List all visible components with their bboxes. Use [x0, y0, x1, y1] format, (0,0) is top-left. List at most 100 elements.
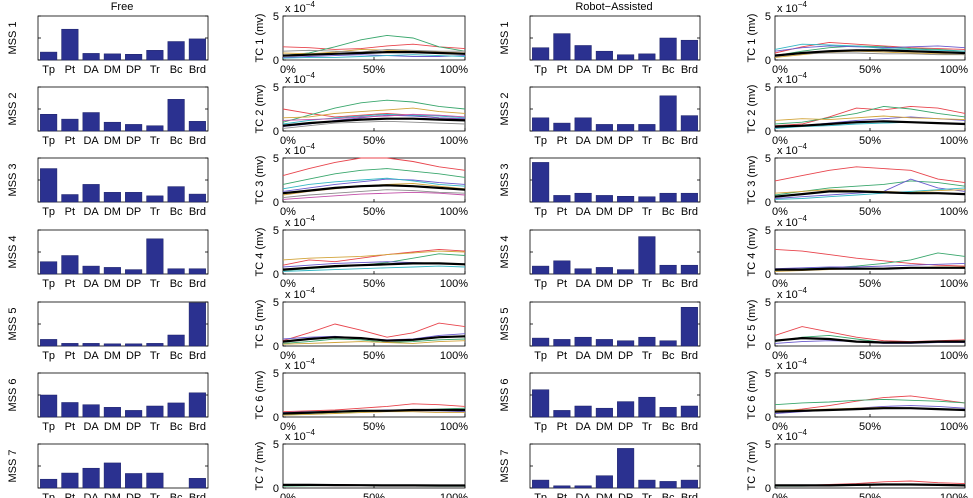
x-tick-label-DM: DM: [104, 421, 121, 433]
bar-DA: [574, 336, 592, 347]
tc-series-line: [282, 340, 466, 345]
free-mss-panel-4: Tp Pt DA DM DP Tr Bc Brd MSS 4: [7, 229, 209, 290]
x-tick-label-Brd: Brd: [681, 421, 698, 433]
x-tick-label-Brd: Brd: [189, 278, 206, 290]
bar-Brd: [680, 115, 698, 132]
bar-DP: [125, 269, 143, 275]
tc-multiplier: x 10−4: [285, 0, 315, 15]
bar-Bc: [167, 334, 185, 347]
bar-Bc: [659, 407, 677, 418]
tc-multiplier: x 10−4: [285, 286, 315, 301]
bar-Bc: [659, 192, 677, 203]
tc-series-line: [774, 262, 966, 270]
tc-y-tick-label: 0: [765, 197, 771, 209]
x-tick-label-DA: DA: [575, 421, 591, 433]
bar-Bc: [659, 481, 677, 489]
tc-mean-line: [774, 49, 966, 57]
x-tick-label-Tp: Tp: [42, 492, 55, 498]
tc-multiplier: x 10−4: [777, 214, 807, 229]
tc-x-tick-label: 0%: [280, 350, 296, 362]
x-tick-label-DM: DM: [104, 350, 121, 362]
bar-Pt: [553, 195, 571, 203]
tc-ylabel: TC 2 (mv): [746, 85, 758, 134]
x-tick-label-Brd: Brd: [681, 492, 698, 498]
bar-DA: [82, 53, 100, 61]
tc-x-tick-label: 0%: [772, 278, 788, 290]
mss-ylabel: MSS 5: [7, 307, 19, 340]
x-tick-label-Pt: Pt: [557, 278, 567, 290]
tc-series-line: [282, 322, 466, 342]
tc-x-tick-label: 100%: [440, 278, 468, 290]
bar-Bc: [659, 264, 677, 275]
x-tick-label-Pt: Pt: [557, 206, 567, 218]
bar-Tr: [638, 196, 656, 203]
free-tc-panel-4: 0 5 x 10−4 0% 50% 100% TC 4 (mv): [254, 214, 468, 290]
x-tick-label-Pt: Pt: [557, 492, 567, 498]
tc-multiplier-base: x 10: [777, 289, 798, 301]
bar-DA: [574, 117, 592, 132]
x-tick-label-Brd: Brd: [681, 206, 698, 218]
tc-x-tick-label: 0%: [280, 421, 296, 433]
title-robot-assisted: Robot−Assisted: [575, 1, 652, 13]
tc-ylabel: TC 4 (mv): [254, 228, 266, 277]
tc-x-tick-label: 50%: [363, 206, 385, 218]
tc-x-tick-label: 100%: [440, 206, 468, 218]
bar-DP: [617, 269, 635, 275]
bar-DM: [103, 267, 121, 275]
x-tick-label-Tr: Tr: [642, 206, 652, 218]
tc-series-line: [282, 113, 466, 121]
robot-tc-panel-5: 0 5 x 10−4 0% 50% 100% TC 5 (mv): [746, 286, 968, 362]
x-tick-label-DM: DM: [596, 350, 613, 362]
x-tick-label-DA: DA: [575, 278, 591, 290]
tc-series-line: [282, 250, 466, 261]
robot-mss-axes: [529, 443, 701, 489]
tc-series-line: [282, 43, 466, 50]
bar-Pt: [61, 118, 79, 132]
bar-Brd: [188, 478, 206, 489]
free-mss-panel-2: Tp Pt DA DM DP Tr Bc Brd MSS 2: [7, 86, 209, 147]
x-tick-label-Tr: Tr: [150, 350, 160, 362]
tc-x-tick-label: 0%: [772, 350, 788, 362]
bar-Bc: [167, 402, 185, 418]
x-tick-label-DM: DM: [596, 278, 613, 290]
x-tick-label-Pt: Pt: [557, 135, 567, 147]
x-tick-label-DP: DP: [126, 64, 141, 76]
tc-multiplier-exponent: −4: [798, 214, 808, 223]
bar-Pt: [553, 410, 571, 418]
bar-Pt: [61, 28, 79, 61]
tc-y-tick-label: 5: [273, 82, 279, 94]
tc-x-tick-label: 50%: [859, 206, 881, 218]
bar-Brd: [188, 121, 206, 132]
tc-multiplier: x 10−4: [777, 286, 807, 301]
tc-multiplier-exponent: −4: [306, 428, 316, 437]
tc-y-tick-label: 0: [273, 483, 279, 495]
x-tick-label-DA: DA: [83, 64, 99, 76]
bar-Tr: [638, 479, 656, 489]
tc-ylabel: TC 6 (mv): [254, 371, 266, 420]
x-tick-label-DM: DM: [104, 492, 121, 498]
tc-series-line: [282, 48, 465, 53]
tc-x-tick-label: 0%: [280, 492, 296, 498]
bar-DA: [82, 112, 100, 132]
tc-multiplier: x 10−4: [285, 142, 315, 157]
tc-multiplier-base: x 10: [777, 360, 798, 372]
tc-y-tick-label: 5: [273, 439, 279, 451]
tc-multiplier: x 10−4: [777, 142, 807, 157]
bar-DA: [574, 268, 592, 275]
tc-x-tick-label: 100%: [440, 492, 468, 498]
tc-multiplier-exponent: −4: [306, 71, 316, 80]
tc-x-tick-label: 0%: [280, 64, 296, 76]
free-mss-panel-6: Tp Pt DA DM DP Tr Bc Brd MSS 6: [7, 372, 209, 433]
tc-y-tick-label: 5: [765, 297, 771, 309]
robot-tc-panel-6: 0 5 x 10−4 0% 50% 100% TC 6 (mv): [746, 357, 968, 433]
x-tick-label-Tp: Tp: [534, 278, 547, 290]
x-tick-label-DM: DM: [104, 64, 121, 76]
x-tick-label-Tp: Tp: [534, 492, 547, 498]
free-tc-axes: [282, 86, 466, 132]
tc-y-tick-label: 5: [273, 225, 279, 237]
bar-DP: [125, 54, 143, 61]
x-tick-label-Bc: Bc: [170, 64, 183, 76]
robot-tc-panel-3: 0 5 x 10−4 0% 50% 100% TC 3 (mv): [746, 142, 968, 218]
bar-DP: [125, 192, 143, 203]
x-tick-label-Pt: Pt: [557, 350, 567, 362]
